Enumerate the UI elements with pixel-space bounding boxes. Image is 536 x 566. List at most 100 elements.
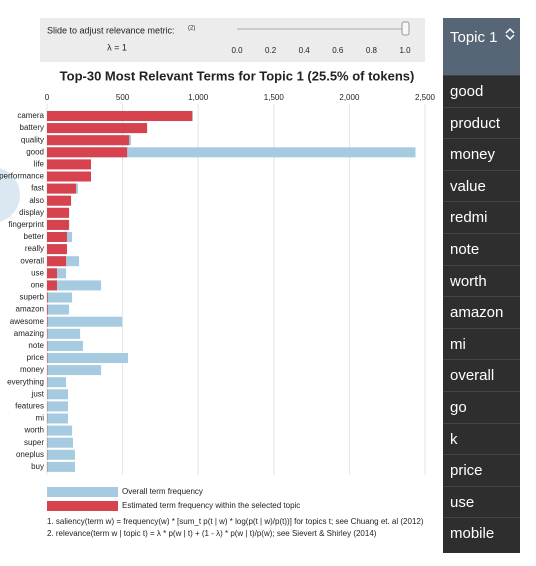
topic-select[interactable]: Topic 1 [443, 18, 520, 75]
chart: Slide to adjust relevance metric: (2) λ … [0, 18, 436, 538]
term-label: super [24, 438, 44, 447]
term-label: use [31, 268, 44, 277]
slider-tick-label: 0.4 [299, 46, 311, 55]
bar [47, 256, 67, 267]
bar [47, 340, 83, 351]
term-label: overall [20, 256, 44, 265]
x-tick-label: 1,500 [264, 93, 285, 102]
legend-label: Overall term frequency [122, 487, 203, 496]
term-label: better [24, 232, 45, 241]
bar [47, 413, 69, 424]
bar [47, 328, 81, 339]
term-label: camera [17, 111, 44, 120]
topic-term[interactable]: note [443, 232, 520, 265]
bar [47, 292, 73, 303]
term-label: buy [31, 462, 44, 471]
topic-term[interactable]: money [443, 138, 520, 170]
term-label: features [15, 402, 44, 411]
topic-term[interactable]: value [443, 169, 520, 202]
topic-term[interactable]: worth [443, 264, 520, 297]
bar [47, 159, 91, 170]
legend-swatch [47, 487, 118, 497]
lambda-label: λ = 1 [107, 42, 127, 52]
slider-tick-label: 0.0 [231, 46, 243, 55]
chart-title: Top-30 Most Relevant Terms for Topic 1 (… [60, 68, 415, 83]
slider-tick-label: 0.8 [366, 46, 378, 55]
term-label: worth [23, 426, 44, 435]
topic-term[interactable]: mi [443, 327, 520, 360]
bar [47, 365, 102, 376]
bar [47, 280, 102, 291]
topic-term[interactable]: price [443, 454, 520, 486]
term-label: quality [21, 135, 44, 144]
bar [47, 461, 75, 472]
bar [47, 219, 70, 230]
footnote: 2. relevance(term w | topic t) = λ * p(w… [47, 529, 377, 538]
term-label: life [34, 160, 45, 169]
bar [47, 304, 48, 315]
topic-term[interactable]: amazon [443, 296, 520, 328]
legend-label: Estimated term frequency within the sele… [122, 501, 300, 510]
bar [47, 268, 57, 279]
bar [47, 449, 75, 460]
bar [47, 280, 57, 291]
bar [47, 244, 67, 255]
topic-term[interactable]: good [443, 75, 520, 107]
bar [47, 316, 123, 327]
bar [47, 389, 69, 400]
term-label: note [28, 341, 44, 350]
bar [47, 207, 70, 218]
bar [47, 171, 91, 182]
x-tick-label: 1,000 [188, 93, 209, 102]
bar [47, 316, 48, 327]
topic-term[interactable]: mobile [443, 517, 520, 549]
topic-menu: Topic 1 good product money value redmi note wo… [443, 18, 520, 553]
term-label: price [27, 353, 45, 362]
term-label: performance [0, 172, 45, 181]
bar [47, 147, 416, 158]
slider-tick-label: 0.6 [332, 46, 344, 55]
term-label: fingerprint [8, 220, 44, 229]
note-ref: (2) [188, 26, 195, 32]
bar [47, 437, 74, 448]
bar [47, 353, 129, 363]
x-tick-label: 2,000 [339, 93, 360, 102]
topic-term[interactable]: k [443, 422, 520, 455]
bar [47, 401, 69, 412]
topic-term[interactable]: use [443, 485, 520, 518]
topic-circle [0, 168, 20, 222]
bar [47, 135, 130, 146]
legend-swatch [47, 501, 118, 511]
bar [47, 292, 48, 303]
select-arrows [505, 28, 515, 40]
footnote: 1. saliency(term w) = frequency(w) * [su… [47, 517, 424, 526]
term-label: oneplus [16, 450, 44, 459]
topic-term[interactable]: go [443, 390, 520, 423]
term-label: battery [20, 123, 44, 132]
term-label: fast [31, 184, 45, 193]
bar [47, 195, 72, 206]
bar [47, 183, 77, 194]
bar [47, 111, 193, 121]
x-tick-label: 0 [45, 93, 50, 102]
bar [47, 377, 67, 388]
term-label: display [19, 208, 44, 217]
topic-term[interactable]: redmi [443, 201, 520, 233]
slider-label: Slide to adjust relevance metric: [47, 25, 175, 35]
topic-term[interactable]: overall [443, 359, 520, 391]
term-label: mi [36, 414, 45, 423]
term-label: good [26, 147, 44, 156]
slider-tick-label: 1.0 [399, 46, 411, 55]
bar [47, 425, 73, 436]
term-label: just [31, 389, 45, 398]
term-label: really [25, 244, 44, 253]
term-label: everything [7, 377, 44, 386]
bar [47, 232, 67, 242]
x-tick-label: 2,500 [415, 93, 436, 102]
term-label: also [29, 196, 44, 205]
slider-thumb[interactable] [401, 21, 410, 36]
term-label: superb [20, 293, 45, 302]
topic-term[interactable]: product [443, 106, 520, 139]
selected-topic: Topic 1 [450, 29, 498, 46]
